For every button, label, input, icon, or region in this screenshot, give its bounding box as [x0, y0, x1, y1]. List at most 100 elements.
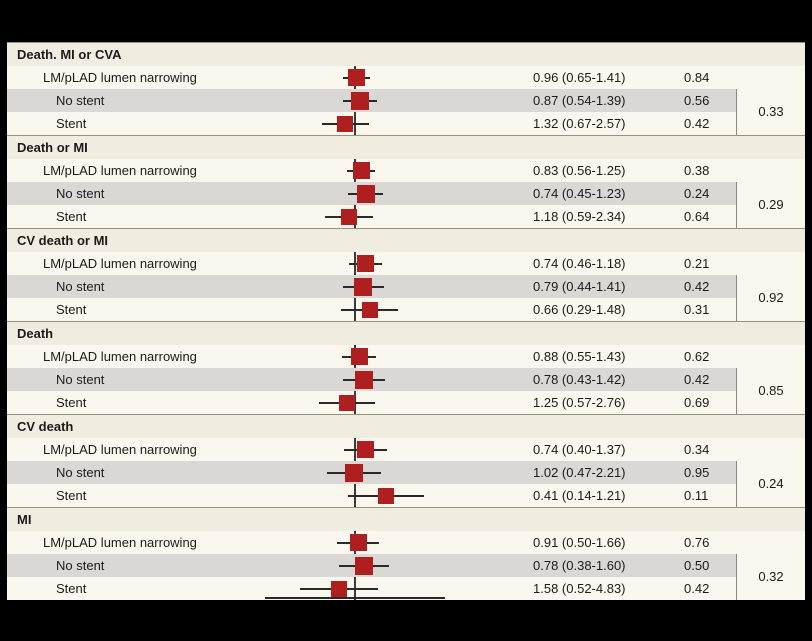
table-row: LM/pLAD lumen narrowing 0.88 (0.55-1.43) 0…: [7, 345, 805, 368]
section-header: CV death or MI: [7, 228, 805, 252]
interaction-separator: [736, 554, 737, 600]
hr-marker: [378, 488, 394, 504]
outcome-section: MI LM/pLAD lumen narrowing 0.91 (0.50-1.66…: [7, 507, 805, 600]
interaction-separator: [736, 89, 737, 135]
hr-marker: [357, 441, 374, 458]
outcome-section: Death. MI or CVA LM/pLAD lumen narrowing 0…: [7, 42, 805, 135]
section-header: Death: [7, 321, 805, 345]
hr-ci-value: 0.79 (0.44-1.41): [533, 279, 626, 294]
hr-ci-value: 1.02 (0.47-2.21): [533, 465, 626, 480]
p-value: 0.11: [684, 488, 709, 503]
interaction-p-value: 0.24: [758, 476, 784, 491]
hr-marker: [357, 185, 375, 203]
hr-ci-value: 0.78 (0.38-1.60): [533, 558, 626, 573]
p-value: 0.50: [684, 558, 710, 573]
table-row: LM/pLAD lumen narrowing 0.91 (0.50-1.66) 0…: [7, 531, 805, 554]
table-row: Stent 0.41 (0.14-1.21) 0.11: [7, 484, 805, 507]
table-row: Stent 1.25 (0.57-2.76) 0.69: [7, 391, 805, 414]
interaction-p-value: 0.92: [758, 290, 784, 305]
p-value: 0.42: [684, 279, 710, 294]
section-header: CV death: [7, 414, 805, 438]
hr-marker: [357, 255, 374, 272]
hr-ci-value: 1.18 (0.59-2.34): [533, 209, 626, 224]
p-value: 0.21: [684, 256, 710, 271]
axis-top-border: [265, 597, 445, 599]
row-label: No stent: [56, 186, 105, 201]
hr-ci-value: 0.74 (0.46-1.18): [533, 256, 626, 271]
outcome-section: CV death or MI LM/pLAD lumen narrowing 0.7…: [7, 228, 805, 321]
hr-ci-value: 1.32 (0.67-2.57): [533, 116, 626, 131]
table-row: LM/pLAD lumen narrowing 0.83 (0.56-1.25) 0…: [7, 159, 805, 182]
p-value: 0.62: [684, 349, 710, 364]
p-value: 0.64: [684, 209, 710, 224]
hr-ci-value: 0.41 (0.14-1.21): [533, 488, 626, 503]
row-label: Stent: [56, 395, 87, 410]
hr-ci-value: 1.58 (0.52-4.83): [533, 581, 626, 596]
hr-ci-value: 0.74 (0.45-1.23): [533, 186, 626, 201]
p-value: 0.42: [684, 116, 710, 131]
interaction-separator: [736, 461, 737, 507]
row-label: LM/pLAD lumen narrowing: [43, 163, 197, 178]
table-row: No stent 0.78 (0.43-1.42) 0.42: [7, 368, 805, 391]
section-header: MI: [7, 507, 805, 531]
section-header: Death. MI or CVA: [7, 42, 805, 66]
table-row: No stent 0.74 (0.45-1.23) 0.24: [7, 182, 805, 205]
hr-ci-value: 0.87 (0.54-1.39): [533, 93, 626, 108]
row-label: Stent: [56, 116, 87, 131]
section-title: Death or MI: [17, 140, 88, 155]
interaction-p-value: 0.85: [758, 383, 784, 398]
row-label: Stent: [56, 581, 87, 596]
hr-marker: [339, 395, 355, 411]
section-title: CV death or MI: [17, 233, 109, 248]
interaction-p-value: 0.29: [758, 197, 784, 212]
hr-ci-value: 0.78 (0.43-1.42): [533, 372, 626, 387]
table-row: No stent 0.79 (0.44-1.41) 0.42: [7, 275, 805, 298]
row-label: No stent: [56, 465, 105, 480]
row-label: Stent: [56, 209, 87, 224]
table-row: Stent 1.58 (0.52-4.83) 0.42: [7, 577, 805, 600]
p-value: 0.95: [684, 465, 710, 480]
hr-marker: [350, 534, 367, 551]
section-title: MI: [17, 512, 32, 527]
p-value: 0.69: [684, 395, 710, 410]
hr-marker: [351, 92, 369, 110]
table-row: No stent 0.78 (0.38-1.60) 0.50: [7, 554, 805, 577]
p-value: 0.42: [684, 372, 710, 387]
interaction-separator: [736, 275, 737, 321]
outcome-section: Death LM/pLAD lumen narrowing 0.88 (0.55-1…: [7, 321, 805, 414]
hr-marker: [355, 557, 373, 575]
outcome-section: Death or MI LM/pLAD lumen narrowing 0.83 (…: [7, 135, 805, 228]
row-label: No stent: [56, 372, 105, 387]
hr-ci-value: 0.66 (0.29-1.48): [533, 302, 626, 317]
row-label: LM/pLAD lumen narrowing: [43, 535, 197, 550]
hr-marker: [355, 371, 373, 389]
hr-marker: [362, 302, 378, 318]
p-value: 0.56: [684, 93, 710, 108]
p-value: 0.76: [684, 535, 710, 550]
hr-ci-value: 0.74 (0.40-1.37): [533, 442, 626, 457]
hr-marker: [331, 581, 347, 597]
interaction-p-value: 0.33: [758, 104, 784, 119]
row-label: No stent: [56, 279, 105, 294]
outcome-section: CV death LM/pLAD lumen narrowing 0.74 (0.4…: [7, 414, 805, 507]
row-label: Stent: [56, 302, 87, 317]
interaction-separator: [736, 182, 737, 228]
table-row: LM/pLAD lumen narrowing 0.96 (0.65-1.41) 0…: [7, 66, 805, 89]
section-title: Death: [17, 326, 54, 341]
table-row: No stent 1.02 (0.47-2.21) 0.95: [7, 461, 805, 484]
hr-ci-value: 0.88 (0.55-1.43): [533, 349, 626, 364]
forest-plot-panel: Death. MI or CVA LM/pLAD lumen narrowing 0…: [7, 42, 805, 600]
table-row: No stent 0.87 (0.54-1.39) 0.56: [7, 89, 805, 112]
row-label: LM/pLAD lumen narrowing: [43, 442, 197, 457]
table-row: Stent 1.18 (0.59-2.34) 0.64: [7, 205, 805, 228]
row-label: No stent: [56, 558, 105, 573]
p-value: 0.34: [684, 442, 710, 457]
row-label: LM/pLAD lumen narrowing: [43, 256, 197, 271]
table-row: Stent 0.66 (0.29-1.48) 0.31: [7, 298, 805, 321]
hr-marker: [354, 278, 372, 296]
hr-marker: [345, 464, 363, 482]
table-row: LM/pLAD lumen narrowing 0.74 (0.46-1.18) 0…: [7, 252, 805, 275]
section-header: Death or MI: [7, 135, 805, 159]
interaction-p-value: 0.32: [758, 569, 784, 584]
